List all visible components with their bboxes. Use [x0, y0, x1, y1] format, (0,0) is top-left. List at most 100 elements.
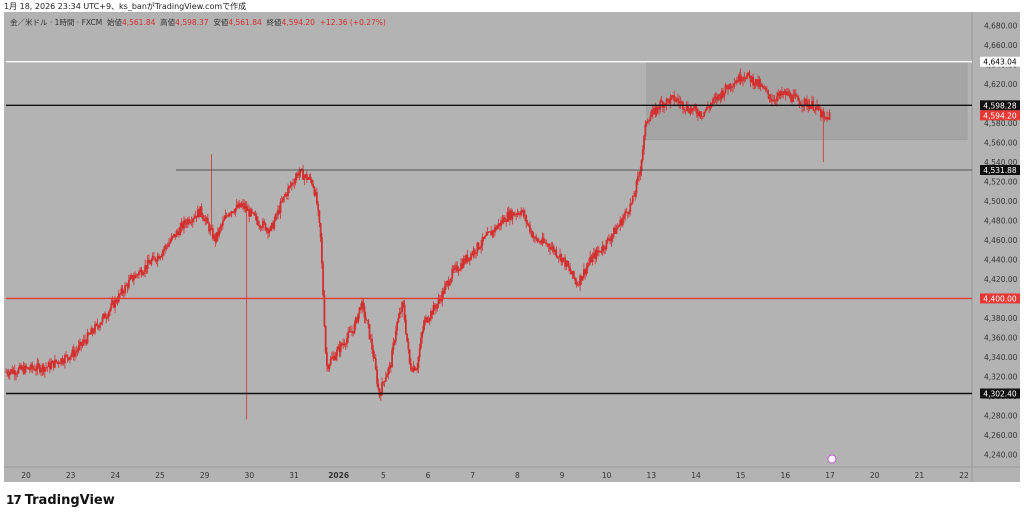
candles — [5, 68, 831, 420]
x-tick-label: 8 — [515, 471, 520, 480]
candle-body — [428, 318, 431, 321]
candle-body — [685, 105, 688, 111]
candle-body — [653, 108, 655, 110]
candle-body — [717, 94, 719, 101]
candle-body — [492, 230, 495, 233]
candle-body — [333, 355, 336, 360]
candle-body — [549, 246, 551, 250]
event-marker-icon[interactable] — [827, 454, 837, 464]
candle-body — [62, 362, 65, 364]
candle-body — [273, 220, 276, 229]
candle-body — [347, 331, 350, 338]
candle-body — [155, 260, 158, 262]
x-tick-label: 7 — [470, 471, 475, 480]
candle-body — [233, 212, 236, 214]
candle-body — [722, 90, 724, 97]
candle-body — [339, 343, 342, 353]
candle-body — [793, 94, 796, 95]
candle-body — [342, 343, 345, 346]
candle-body — [160, 255, 163, 257]
tradingview-mark-icon: 17 — [6, 493, 22, 507]
candle-body — [237, 204, 239, 208]
candle-body — [377, 383, 380, 389]
candle-body — [243, 203, 246, 209]
tradingview-logo[interactable]: 17 TradingView — [6, 490, 115, 510]
candle-body — [144, 265, 147, 273]
symbol-label[interactable]: 金／米ドル · 1時間 · FXCM — [10, 18, 103, 27]
candle-body — [317, 203, 320, 211]
candle-body — [446, 281, 449, 284]
candle-body — [651, 109, 654, 115]
candle-body — [809, 105, 812, 109]
candle-body — [60, 358, 63, 364]
y-tick-label: 4,340.00 — [984, 353, 1018, 362]
candle-body — [590, 256, 593, 263]
candle-body — [650, 114, 653, 117]
candle-body — [183, 220, 185, 229]
candle-body — [778, 92, 781, 96]
candle-body — [169, 241, 172, 244]
candle-body — [567, 265, 570, 268]
candle-body — [384, 377, 387, 382]
candle-body — [254, 214, 257, 216]
candle-body — [357, 313, 360, 323]
candle-body — [216, 232, 219, 236]
candle-body — [373, 357, 376, 359]
low-label: 安値 — [213, 18, 229, 27]
candle-body — [623, 215, 625, 219]
candle-body — [208, 223, 210, 232]
candle-body — [769, 99, 772, 100]
candle-body — [739, 73, 742, 82]
candle-body — [774, 100, 777, 102]
candle-body — [564, 257, 566, 267]
candle-body — [174, 234, 177, 238]
candle-body — [168, 243, 170, 247]
candle-body — [437, 299, 440, 305]
candle-body — [520, 210, 523, 216]
candle-body — [140, 269, 143, 276]
candle-body — [120, 288, 123, 294]
candle-body — [575, 280, 578, 285]
candle-body — [38, 365, 41, 373]
x-tick-label: 24 — [111, 471, 121, 480]
candle-body — [213, 235, 215, 239]
candle-body — [413, 366, 416, 371]
price-axis[interactable] — [972, 12, 1020, 482]
candle-body — [678, 101, 681, 104]
candle-body — [655, 106, 658, 115]
candle-body — [814, 106, 817, 111]
candle-body — [589, 256, 592, 264]
x-tick-label: 16 — [781, 471, 791, 480]
candle-body — [66, 354, 69, 358]
candle-body — [257, 220, 259, 226]
candle-body — [527, 223, 530, 226]
candle-body — [5, 371, 7, 373]
candle-body — [621, 218, 624, 226]
candle-body — [542, 237, 545, 243]
candle-body — [209, 227, 212, 232]
candle-body — [823, 115, 826, 118]
candle-body — [427, 320, 430, 323]
candle-body — [86, 332, 89, 344]
candle-body — [215, 232, 218, 242]
candle-body — [779, 91, 782, 96]
candle-body — [200, 206, 203, 215]
price-chart[interactable]: 4,240.004,260.004,280.004,300.004,320.00… — [4, 12, 1020, 482]
candle-body — [356, 317, 358, 323]
candle-body — [673, 95, 676, 102]
candle-body — [817, 104, 820, 111]
candle-body — [8, 371, 11, 376]
candle-body — [253, 212, 256, 215]
candle-body — [707, 106, 709, 108]
candle-body — [134, 274, 137, 279]
candle-body — [425, 317, 427, 320]
candle-body — [348, 331, 351, 332]
candle-body — [206, 218, 209, 224]
candle-body — [313, 187, 316, 196]
candle-body — [718, 94, 721, 96]
candle-body — [308, 176, 311, 179]
candle-body — [744, 77, 747, 79]
candle-body — [765, 89, 768, 91]
candle-body — [196, 209, 199, 218]
level-label-bg — [980, 388, 1020, 399]
